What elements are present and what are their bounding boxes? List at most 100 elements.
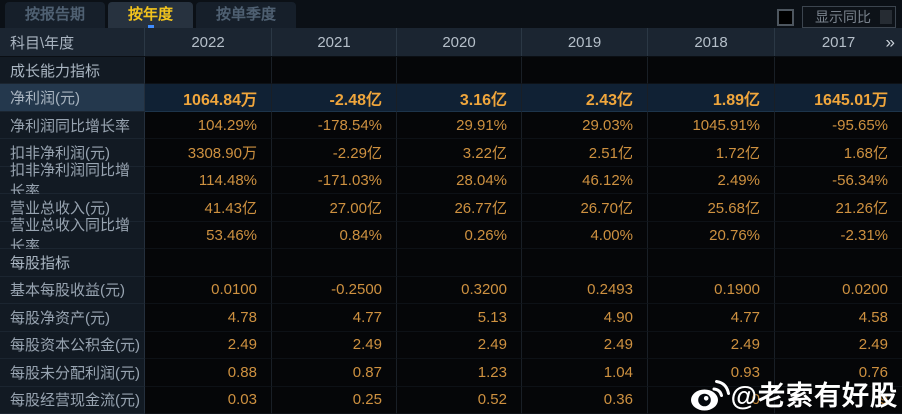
year-header-2017: 2017 » xyxy=(821,32,895,52)
row-label: 每股指标 xyxy=(0,249,145,277)
value-cell: 29.91% xyxy=(397,111,522,140)
value-cell: 3308.90万 xyxy=(145,139,272,167)
value-cell: 0.36 xyxy=(522,386,648,414)
value-cell: -0.2500 xyxy=(272,276,397,305)
value-cell: 0.52 xyxy=(397,386,522,414)
table-row[interactable]: 扣非净利润(元) 3308.90万 -2.29亿 3.22亿 2.51亿 1.72亿 1.6… xyxy=(0,139,902,167)
value-cell: 0.0200 xyxy=(775,276,902,305)
show-yoy-button[interactable]: 显示同比 xyxy=(802,6,896,28)
value-cell: 0.26% xyxy=(397,221,522,250)
table-body: 成长能力指标 净利润(元) 1064.84万 -2.48亿 3.16亿 2.43亿 1.89… xyxy=(0,57,902,414)
row-label: 营业总收入(元) xyxy=(0,194,145,222)
value-cell xyxy=(145,249,272,277)
value-cell: -56.34% xyxy=(775,166,902,195)
scroll-more-icon[interactable]: » xyxy=(885,32,895,52)
value-cell: 21.26亿 xyxy=(775,194,902,222)
value-cell xyxy=(272,249,397,277)
value-cell: 9 xyxy=(775,386,902,414)
tab-annual[interactable]: 按年度 xyxy=(108,2,194,28)
table-row[interactable]: 净利润同比增长率 104.29% -178.54% 29.91% 29.03% 1045.… xyxy=(0,111,902,140)
value-cell: 2.49 xyxy=(272,331,397,360)
value-cell: 4.90 xyxy=(522,304,648,332)
value-cell: 2.51亿 xyxy=(522,139,648,167)
value-cell xyxy=(397,249,522,277)
table-row[interactable]: 每股经营现金流(元) 0.03 0.25 0.52 0.36 0 9 xyxy=(0,386,902,414)
value-cell: 1045.91% xyxy=(648,111,775,140)
value-cell: 0 xyxy=(648,386,775,414)
value-cell: 0.25 xyxy=(272,386,397,414)
value-cell: 1.68亿 xyxy=(775,139,902,167)
value-cell: 1.23 xyxy=(397,359,522,387)
value-cell: 2.49 xyxy=(397,331,522,360)
value-cell: 3.22亿 xyxy=(397,139,522,167)
value-cell: 0.88 xyxy=(145,359,272,387)
value-cell: 1.89亿 xyxy=(648,84,775,112)
value-cell: 25.68亿 xyxy=(648,194,775,222)
value-cell: 1064.84万 xyxy=(145,84,272,112)
table-row[interactable]: 每股资本公积金(元) 2.49 2.49 2.49 2.49 2.49 2.49 xyxy=(0,331,902,360)
value-cell: 2.49 xyxy=(775,331,902,360)
table-row[interactable]: 营业总收入同比增长率 53.46% 0.84% 0.26% 4.00% 20.76% -2.… xyxy=(0,217,902,255)
value-cell: 104.29% xyxy=(145,111,272,140)
value-cell: -2.48亿 xyxy=(272,84,397,112)
value-cell: 0.2493 xyxy=(522,276,648,305)
tabbar-right-controls: 显示同比 xyxy=(777,6,902,28)
value-cell: 29.03% xyxy=(522,111,648,140)
value-cell: 26.70亿 xyxy=(522,194,648,222)
value-cell: 2.49 xyxy=(522,331,648,360)
value-cell: -171.03% xyxy=(272,166,397,195)
value-cell: 0.84% xyxy=(272,221,397,250)
value-cell xyxy=(648,249,775,277)
value-cell: 27.00亿 xyxy=(272,194,397,222)
value-cell: 4.77 xyxy=(272,304,397,332)
value-cell: -95.65% xyxy=(775,111,902,140)
value-cell: -178.54% xyxy=(272,111,397,140)
value-cell: 0.87 xyxy=(272,359,397,387)
value-cell xyxy=(397,57,522,85)
value-cell xyxy=(775,57,902,85)
tab-quarterly[interactable]: 按单季度 xyxy=(196,2,297,28)
value-cell xyxy=(272,57,397,85)
value-cell: -2.29亿 xyxy=(272,139,397,167)
value-cell: 2.43亿 xyxy=(522,84,648,112)
row-label: 每股净资产(元) xyxy=(0,304,145,332)
table-row[interactable]: 营业总收入(元) 41.43亿 27.00亿 26.77亿 26.70亿 25.68亿 21… xyxy=(0,194,902,222)
period-tabbar: 按报告期 按年度 按单季度 显示同比 xyxy=(0,0,902,28)
value-cell: 1645.01万 xyxy=(775,84,902,112)
value-cell: 2.49 xyxy=(648,331,775,360)
value-cell: 46.12% xyxy=(522,166,648,195)
section-row: 每股指标 xyxy=(0,249,902,277)
table-row[interactable]: 净利润(元) 1064.84万 -2.48亿 3.16亿 2.43亿 1.89亿 1645.… xyxy=(0,84,902,112)
year-header-2021: 2021 xyxy=(272,28,397,56)
row-label: 扣非净利润同比增长率 xyxy=(0,162,145,200)
value-cell: 0.93 xyxy=(648,359,775,387)
value-cell: 3.16亿 xyxy=(397,84,522,112)
value-cell: 2.49 xyxy=(145,331,272,360)
table-row[interactable]: 扣非净利润同比增长率 114.48% -171.03% 28.04% 46.12% 2.4… xyxy=(0,162,902,200)
table-header-row: 科目\年度 2022 2021 2020 2019 2018 2017 » xyxy=(0,28,902,57)
value-cell: 0.1900 xyxy=(648,276,775,305)
corner-header: 科目\年度 xyxy=(0,28,145,56)
row-label: 净利润(元) xyxy=(0,84,145,112)
year-header-2020: 2020 xyxy=(397,28,522,56)
table-row[interactable]: 每股净资产(元) 4.78 4.77 5.13 4.90 4.77 4.58 xyxy=(0,304,902,332)
show-yoy-checkbox[interactable] xyxy=(777,8,794,26)
row-label: 每股经营现金流(元) xyxy=(0,386,145,414)
value-cell: 20.76% xyxy=(648,221,775,250)
section-row: 成长能力指标 xyxy=(0,57,902,85)
table-row[interactable]: 基本每股收益(元) 0.0100 -0.2500 0.3200 0.2493 0.1900… xyxy=(0,276,902,305)
value-cell: 0.03 xyxy=(145,386,272,414)
row-label: 扣非净利润(元) xyxy=(0,139,145,167)
value-cell: 41.43亿 xyxy=(145,194,272,222)
row-label: 净利润同比增长率 xyxy=(0,111,145,140)
value-cell: 1.04 xyxy=(522,359,648,387)
value-cell: 26.77亿 xyxy=(397,194,522,222)
value-cell: 1.72亿 xyxy=(648,139,775,167)
row-label: 营业总收入同比增长率 xyxy=(0,217,145,255)
year-header-2022: 2022 xyxy=(145,28,272,56)
year-header-2019: 2019 xyxy=(522,28,648,56)
value-cell: 5.13 xyxy=(397,304,522,332)
table-row[interactable]: 每股未分配利润(元) 0.88 0.87 1.23 1.04 0.93 0.76 xyxy=(0,359,902,387)
tab-report-period[interactable]: 按报告期 xyxy=(5,2,106,28)
